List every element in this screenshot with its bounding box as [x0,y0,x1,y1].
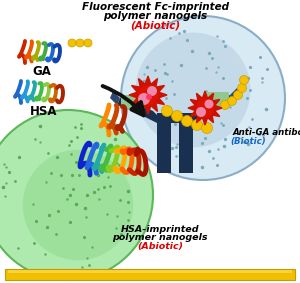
Circle shape [147,86,157,96]
Bar [157,118,171,173]
Circle shape [220,100,230,110]
Polygon shape [193,95,233,123]
Bar [179,118,193,173]
Circle shape [233,91,242,100]
Circle shape [227,97,236,106]
Circle shape [84,39,92,47]
Circle shape [68,39,76,47]
Bar [8,270,292,273]
Circle shape [196,99,214,117]
Circle shape [172,110,182,121]
Circle shape [146,94,152,100]
Polygon shape [117,98,157,123]
Bar [5,269,295,280]
Text: GA: GA [32,65,51,78]
Circle shape [138,85,158,105]
Text: (Abiotic): (Abiotic) [137,242,183,251]
Text: HSA: HSA [30,105,58,118]
Circle shape [161,106,172,117]
Text: Fluorescent Fc-imprinted: Fluorescent Fc-imprinted [82,2,229,12]
Circle shape [121,16,285,180]
FancyBboxPatch shape [207,92,229,107]
Text: polymer nanogels: polymer nanogels [103,11,207,21]
Circle shape [239,76,248,85]
Polygon shape [129,76,167,114]
Circle shape [205,100,214,108]
Circle shape [23,150,133,260]
FancyBboxPatch shape [121,95,143,110]
Polygon shape [110,91,120,105]
Circle shape [238,83,247,93]
Bar [157,113,193,123]
Polygon shape [188,91,222,125]
Circle shape [76,39,84,47]
Circle shape [191,119,203,130]
Polygon shape [230,88,240,102]
Text: HSA-imprinted: HSA-imprinted [121,225,199,234]
Circle shape [182,115,193,127]
Circle shape [0,110,153,280]
Text: (Biotic): (Biotic) [230,137,266,146]
Circle shape [136,33,250,147]
Text: polymer nanogels: polymer nanogels [112,233,208,242]
Text: (Abiotic): (Abiotic) [130,20,180,30]
Text: Anti-GA antibody: Anti-GA antibody [233,128,300,137]
Circle shape [202,123,212,134]
Circle shape [138,93,150,105]
Circle shape [196,107,206,117]
